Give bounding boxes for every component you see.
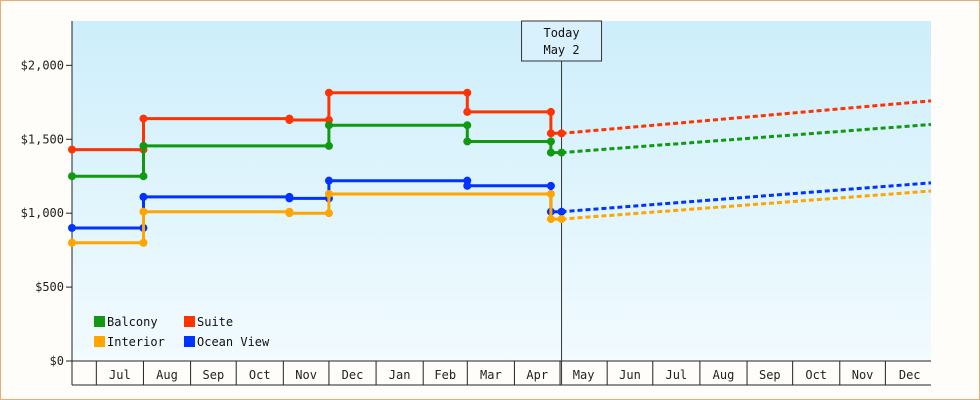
legend-label-ocean-view: Ocean View <box>197 335 270 349</box>
data-point-ocean-view <box>546 181 555 190</box>
legend-swatch-interior <box>94 336 105 347</box>
x-tick-label: Jan <box>389 368 411 382</box>
data-point-balcony <box>463 121 472 130</box>
y-tick-label: $2,000 <box>21 58 64 72</box>
y-tick-label: $0 <box>50 354 64 368</box>
data-point-interior <box>285 209 294 218</box>
legend-label-balcony: Balcony <box>107 315 158 329</box>
x-tick-label: Oct <box>805 368 827 382</box>
data-point-interior <box>557 215 566 224</box>
plot-background <box>72 21 931 361</box>
x-tick-label: Aug <box>713 368 735 382</box>
data-point-ocean-view <box>68 223 76 232</box>
x-tick-label: Sep <box>203 368 225 382</box>
x-tick-label: Jul <box>109 368 131 382</box>
data-point-balcony <box>139 141 148 150</box>
today-label-title: Today <box>543 26 579 40</box>
data-point-interior <box>324 189 333 198</box>
data-point-interior <box>68 238 76 247</box>
legend-label-suite: Suite <box>197 315 233 329</box>
x-tick-label: Dec <box>342 368 364 382</box>
x-tick-label: Mar <box>480 368 502 382</box>
x-tick-label: Dec <box>899 368 921 382</box>
data-point-suite <box>546 107 555 116</box>
data-point-ocean-view <box>139 192 148 201</box>
x-tick-label: Apr <box>526 368 548 382</box>
x-tick-label: Sep <box>759 368 781 382</box>
data-point-interior <box>546 215 555 224</box>
x-tick-label: Nov <box>295 368 317 382</box>
today-label-box <box>521 20 603 62</box>
data-point-suite <box>68 145 76 154</box>
series-forecast-balcony <box>561 122 932 155</box>
data-point-suite <box>324 88 333 97</box>
data-point-balcony <box>139 172 148 181</box>
legend-swatch-ocean-view <box>184 336 195 347</box>
series-forecast-interior <box>561 189 932 221</box>
data-point-suite <box>463 107 472 116</box>
data-point-suite <box>463 88 472 97</box>
data-point-interior <box>324 209 333 218</box>
data-point-suite <box>285 116 294 125</box>
data-point-interior <box>546 189 555 198</box>
data-point-balcony <box>68 172 76 181</box>
series-forecast-suite <box>561 99 932 135</box>
data-point-ocean-view <box>285 194 294 203</box>
data-point-balcony <box>557 148 566 157</box>
data-point-balcony <box>546 137 555 146</box>
x-tick-label: May <box>573 368 595 382</box>
data-point-suite <box>557 129 566 138</box>
x-tick-label: Oct <box>249 368 271 382</box>
series-forecast-ocean-view <box>561 181 932 214</box>
data-point-ocean-view <box>463 181 472 190</box>
legend-swatch-suite <box>184 316 195 327</box>
x-tick-label: Nov <box>852 368 874 382</box>
x-tick-label: Jul <box>665 368 687 382</box>
y-tick-label: $500 <box>35 280 64 294</box>
data-point-ocean-view <box>557 207 566 216</box>
data-point-suite <box>546 129 555 138</box>
legend-swatch-balcony <box>94 316 105 327</box>
data-point-suite <box>139 114 148 123</box>
x-tick-label: Aug <box>156 368 178 382</box>
data-point-interior <box>139 238 148 247</box>
today-label-date: May 2 <box>543 43 579 57</box>
data-point-balcony <box>324 141 333 150</box>
data-point-balcony <box>463 137 472 146</box>
data-point-balcony <box>324 121 333 130</box>
x-tick-label: Feb <box>434 368 456 382</box>
data-point-balcony <box>546 148 555 157</box>
y-tick-label: $1,000 <box>21 206 64 220</box>
legend-label-interior: Interior <box>107 335 165 349</box>
x-tick-label: Jun <box>619 368 641 382</box>
y-tick-label: $1,500 <box>21 132 64 146</box>
data-point-ocean-view <box>324 176 333 185</box>
data-point-interior <box>139 207 148 216</box>
